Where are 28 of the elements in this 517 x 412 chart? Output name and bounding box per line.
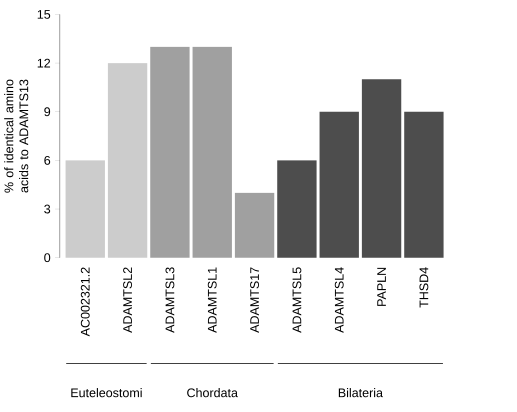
x-tick-label: PAPLN	[377, 268, 386, 306]
y-tick-label: 9	[44, 108, 50, 116]
y-tick-label: 3	[44, 204, 50, 214]
y-tick-label: 6	[44, 156, 50, 166]
x-tick-label: ADAMTSL3	[165, 268, 174, 334]
x-tick-label: ADAMTS17	[250, 268, 259, 334]
bar	[362, 80, 402, 258]
bar	[66, 160, 105, 258]
bar	[150, 47, 190, 258]
bar	[320, 112, 359, 258]
text: Euteleostomi	[71, 388, 142, 398]
text: Bilateria	[338, 388, 383, 398]
x-tick-label: ADAMTSL4	[334, 267, 344, 334]
x-tick-label: ADAMTSL1	[208, 268, 217, 334]
bar	[277, 160, 317, 258]
bar	[192, 47, 232, 258]
y-axis-title: % of identical amino acids to ADAMTS13	[4, 80, 28, 193]
x-tick-label: ADAMTSL5	[292, 268, 302, 334]
bar	[404, 112, 444, 258]
x-tick-label: THSD4	[419, 267, 428, 308]
x-tick-label: ADAMTSL2	[123, 268, 132, 334]
bar	[108, 63, 148, 258]
x-tick-label: AC002321.2	[80, 268, 90, 337]
y-tick-label: 12	[38, 58, 50, 68]
bar	[234, 193, 274, 258]
y-tick-label: 15	[38, 10, 50, 19]
text: Chordata	[187, 388, 238, 398]
y-tick-label: 0	[44, 253, 50, 262]
